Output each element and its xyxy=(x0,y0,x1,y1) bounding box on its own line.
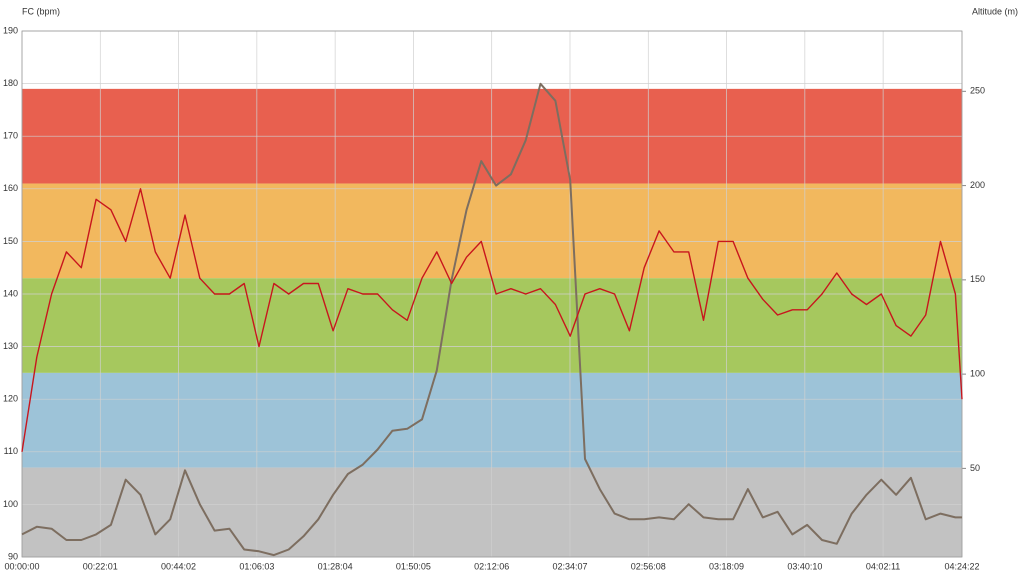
x-tick-label: 02:12:06 xyxy=(474,561,509,571)
y-tick-label: 90 xyxy=(8,551,18,561)
y2-tick-label: 150 xyxy=(970,274,985,284)
y-tick-label: 160 xyxy=(3,183,18,193)
x-tick-label: 04:02:11 xyxy=(866,561,900,571)
x-tick-label: 00:22:01 xyxy=(83,561,118,571)
y2-tick-label: 100 xyxy=(970,369,985,379)
y-axis-title: FC (bpm) xyxy=(22,6,60,16)
x-tick-label: 00:00:00 xyxy=(4,561,39,571)
y-tick-label: 170 xyxy=(3,131,18,141)
y-tick-label: 120 xyxy=(3,394,18,404)
x-tick-label: 02:56:08 xyxy=(631,561,666,571)
x-tick-label: 04:24:22 xyxy=(944,561,979,571)
x-tick-label: 03:40:10 xyxy=(787,561,822,571)
x-tick-label: 01:50:05 xyxy=(396,561,431,571)
y-tick-label: 130 xyxy=(3,341,18,351)
y-tick-label: 180 xyxy=(3,78,18,88)
plot-frame xyxy=(21,30,963,558)
y2-tick-label: 50 xyxy=(970,463,980,473)
y2-axis-title: Altitude (m) xyxy=(972,6,1018,16)
y-tick-label: 140 xyxy=(3,288,18,298)
x-tick-label: 03:18:09 xyxy=(709,561,744,571)
x-tick-label: 00:44:02 xyxy=(161,561,196,571)
y-tick-label: 110 xyxy=(4,446,18,456)
x-tick-label: 01:06:03 xyxy=(239,561,274,571)
x-tick-label: 02:34:07 xyxy=(552,561,587,571)
series-line xyxy=(21,82,962,557)
y-tick-label: 150 xyxy=(3,236,18,246)
series-line xyxy=(21,188,963,452)
x-tick-label: 01:28:04 xyxy=(318,561,353,571)
y2-tick-label: 250 xyxy=(970,86,985,96)
y-tick-label: 190 xyxy=(3,25,18,35)
y-tick-label: 100 xyxy=(3,499,18,509)
y2-tick-label: 200 xyxy=(970,180,985,190)
